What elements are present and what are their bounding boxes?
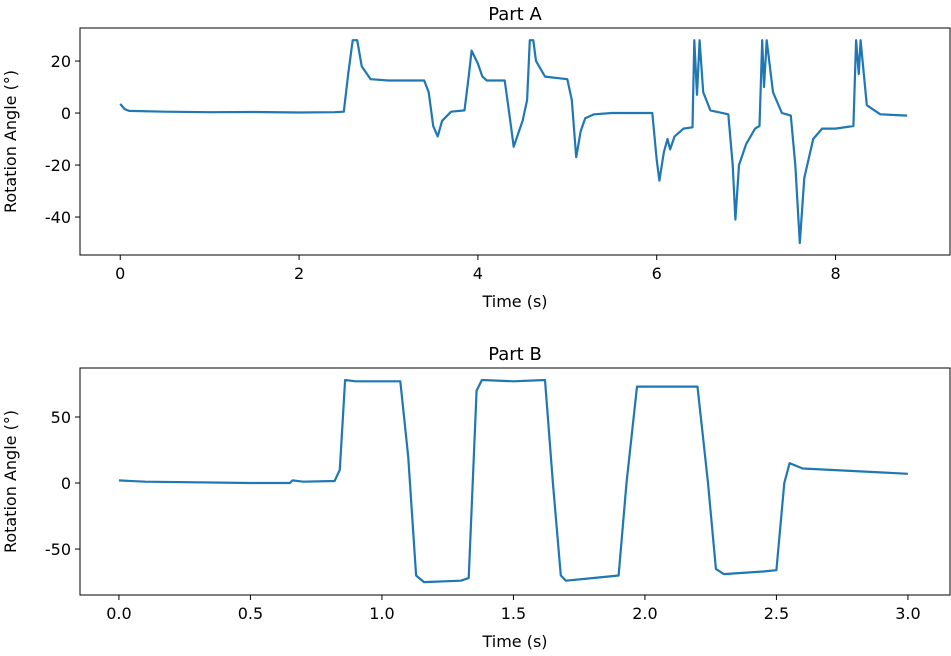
y-tick-label: -20 [45,156,71,175]
y-axis-label: Rotation Angle (°) [1,410,20,553]
x-tick-label: 2.5 [764,604,789,623]
y-tick-label: 0 [61,474,71,493]
x-tick-label: 0.0 [106,604,131,623]
data-line [118,378,908,584]
axes-frame [79,27,951,256]
x-tick-label: 0 [115,264,125,283]
x-tick-label: 3.0 [895,604,920,623]
y-tick-label: 20 [51,52,71,71]
y-tick-label: 50 [51,408,71,427]
y-axis-label: Rotation Angle (°) [1,70,20,213]
x-tick-label: 1.0 [369,604,394,623]
x-axis-label: Time (s) [481,632,547,651]
x-tick-label: 1.5 [501,604,526,623]
x-tick-label: 0.5 [238,604,263,623]
x-axis-label: Time (s) [481,292,547,311]
x-tick-label: 4 [473,264,483,283]
subplot-title: Part A [488,4,542,25]
x-tick-label: 2.0 [632,604,657,623]
data-line [119,39,908,245]
axes-frame [79,367,951,596]
y-tick-label: -50 [45,540,71,559]
subplot-title: Part B [488,344,542,365]
y-tick-label: 0 [61,104,71,123]
x-tick-label: 6 [652,264,662,283]
x-tick-label: 2 [294,264,304,283]
x-tick-label: 8 [830,264,840,283]
y-tick-label: -40 [45,208,71,227]
